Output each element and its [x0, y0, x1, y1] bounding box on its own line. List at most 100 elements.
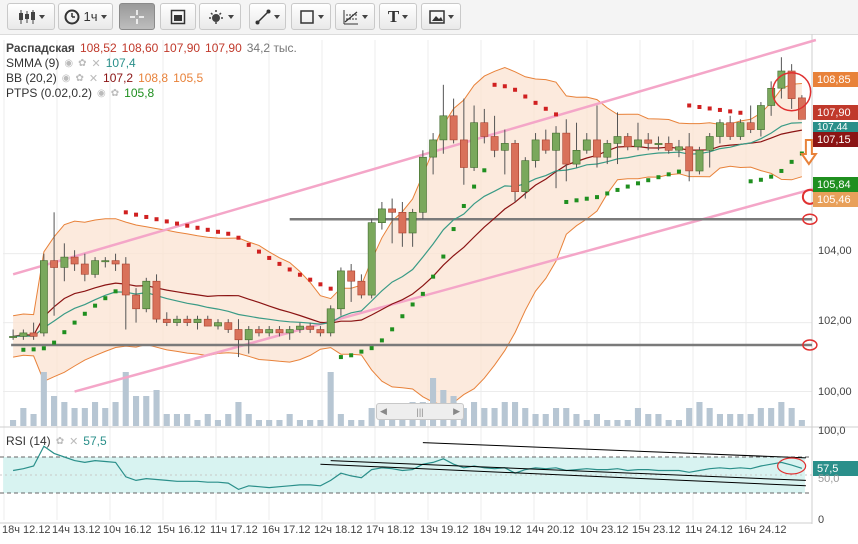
- sar-dot: [687, 103, 692, 108]
- candle-body: [490, 136, 499, 151]
- volume-bar: [768, 408, 775, 426]
- eye-icon[interactable]: ◉: [97, 87, 106, 99]
- candle-body: [531, 139, 540, 161]
- sar-dot: [738, 110, 743, 115]
- candle-body: [572, 150, 581, 165]
- sar-dot: [605, 191, 610, 196]
- sar-dot: [328, 286, 333, 291]
- interval-button[interactable]: 1ч: [58, 3, 113, 30]
- x-tick: 13ч 19.12: [420, 524, 469, 536]
- candle-body: [367, 222, 376, 296]
- sar-dot: [431, 274, 436, 279]
- candles: [9, 57, 806, 358]
- volume-bar: [327, 372, 334, 426]
- gear-icon[interactable]: ✿: [78, 57, 87, 69]
- volume-bar: [655, 414, 662, 426]
- volume-bar: [686, 408, 693, 426]
- draw-text-button[interactable]: T: [379, 3, 417, 30]
- gear-icon[interactable]: ✿: [55, 435, 65, 447]
- candlestick-icon: [18, 9, 35, 24]
- ptps-value: 105,8: [124, 86, 155, 100]
- volume-bar: [92, 402, 99, 426]
- sar-dot: [379, 338, 384, 343]
- volume-bar: [245, 414, 252, 426]
- image-icon: [428, 9, 445, 24]
- rsi-value: 57,5: [83, 434, 107, 448]
- sar-dot: [420, 291, 425, 296]
- sar-dot: [297, 272, 302, 277]
- gear-icon[interactable]: ✿: [110, 87, 120, 99]
- close-icon[interactable]: ✕: [88, 72, 99, 85]
- eye-icon[interactable]: ◉: [61, 72, 71, 84]
- candle-body: [398, 212, 407, 234]
- candle-body: [408, 212, 417, 234]
- eye-icon[interactable]: ◉: [64, 57, 74, 69]
- sar-dot: [31, 347, 36, 352]
- draw-fibonacci-button[interactable]: [335, 3, 375, 30]
- volume-bar: [194, 420, 201, 426]
- candle-body: [193, 318, 202, 323]
- indicators-button[interactable]: [199, 3, 241, 30]
- candle-body: [111, 260, 120, 265]
- gear-icon[interactable]: ✿: [75, 72, 84, 84]
- sar-dot: [451, 227, 456, 232]
- close-icon[interactable]: ✕: [69, 435, 79, 448]
- snapshot-button[interactable]: [421, 3, 461, 30]
- sar-dot: [318, 282, 323, 287]
- volume-bar: [51, 396, 58, 426]
- sar-dot: [543, 106, 548, 111]
- volume-bar: [173, 414, 180, 426]
- close-icon[interactable]: ✕: [91, 57, 101, 70]
- chart-toolbar: 1ч T: [0, 0, 858, 35]
- candle-body: [552, 132, 560, 151]
- volume-bar: [583, 420, 590, 426]
- volume-bar: [358, 420, 365, 426]
- sar-dot: [400, 314, 405, 319]
- bb-fill: [13, 67, 802, 406]
- volume-bar: [204, 414, 211, 426]
- highlight-circle: [802, 213, 818, 225]
- scroll-right-icon[interactable]: ▶: [453, 406, 460, 416]
- scroll-left-icon[interactable]: ◀: [380, 406, 387, 416]
- volume-bar: [61, 402, 68, 426]
- legend-low: 107,90: [163, 41, 201, 55]
- candle-body: [162, 318, 171, 323]
- chart-type-button[interactable]: [7, 3, 55, 30]
- sar-dot: [461, 203, 466, 208]
- sar-dot: [175, 221, 180, 226]
- candle-body: [767, 87, 776, 106]
- highlight-circle: [802, 339, 818, 351]
- sar-dot: [390, 327, 395, 332]
- candle-body: [797, 97, 806, 120]
- price-chart[interactable]: [0, 34, 858, 544]
- candle-body: [664, 143, 673, 151]
- volume-bar: [317, 420, 324, 426]
- candle-body: [459, 139, 468, 168]
- volume-bar: [522, 408, 529, 426]
- draw-line-button[interactable]: [249, 3, 286, 30]
- sar-dot: [574, 198, 579, 203]
- volume-bar: [143, 396, 150, 426]
- candle-body: [265, 329, 274, 334]
- sar-dot: [482, 168, 487, 173]
- volume-bar: [184, 414, 191, 426]
- volume-bar: [214, 420, 221, 426]
- sar-dot: [103, 296, 108, 301]
- sar-dot: [472, 184, 477, 189]
- scroll-grip-icon[interactable]: |||: [416, 406, 424, 417]
- volume-bar: [10, 420, 17, 426]
- volume-bar: [645, 414, 652, 426]
- volume-bar: [553, 408, 560, 426]
- chart-area-button[interactable]: [160, 3, 196, 30]
- volume-bar: [266, 420, 273, 426]
- price-tag-smma: 107,44: [813, 122, 858, 133]
- chart-scroll-control[interactable]: ◀ ||| ▶: [376, 403, 464, 420]
- volume-bar: [40, 372, 47, 426]
- candle-body: [234, 329, 243, 341]
- x-tick: 11ч 24.12: [685, 524, 733, 536]
- price-tag-bb-upper: 108,85: [813, 72, 858, 87]
- crosshair-button[interactable]: [119, 3, 155, 30]
- sar-dot: [717, 107, 722, 112]
- draw-shape-button[interactable]: [291, 3, 331, 30]
- candle-body: [183, 318, 192, 323]
